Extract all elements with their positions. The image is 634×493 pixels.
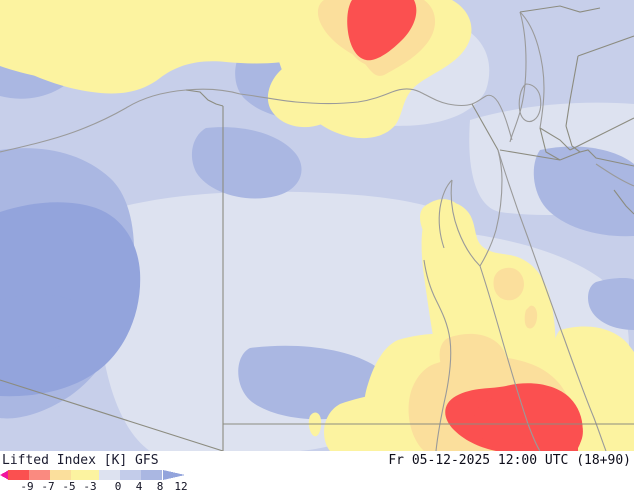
legend-swatch[interactable] [29, 470, 50, 480]
field-very-unstable-core-levant [347, 0, 417, 61]
weather-map[interactable] [0, 0, 634, 451]
legend-cap-low [0, 470, 9, 480]
border-saudi-iraq [571, 145, 634, 167]
legend-tick: 12 [174, 480, 188, 493]
legend-tick: 0 [114, 480, 122, 493]
legend-swatch[interactable] [50, 470, 71, 480]
field-moderate-yellow-levant-tail [267, 59, 346, 128]
legend-tick: -5 [62, 480, 76, 493]
field-stable-strong-h [588, 278, 634, 330]
field-unstable-spot-arabia-b [524, 305, 538, 329]
coastline-n-africa [0, 88, 241, 153]
coastline-red-sea-east [497, 149, 607, 451]
border-israel-jordan [539, 127, 571, 151]
border-saudi-interior-a [499, 149, 561, 161]
border-jordan-saudi [569, 117, 634, 151]
field-moderate-yellow-med2 [0, 40, 210, 82]
border-sinai-israel [471, 103, 499, 151]
river-nile [423, 259, 452, 451]
map-footer: Lifted Index [K] GFS -9 -7 -5 -3 0 4 8 12 Fr 05… [0, 451, 634, 493]
border-turkey-syria [519, 5, 601, 13]
forecast-timestamp: Fr 05-12-2025 12:00 UTC (18+90) [388, 453, 631, 468]
coastline-gulf-aqaba [479, 149, 503, 267]
coastline-egypt [239, 88, 473, 107]
legend-color-bar[interactable] [8, 470, 162, 480]
border-jordan-valley [519, 11, 545, 129]
political-borders-layer [0, 5, 634, 451]
feature-dead-sea [518, 83, 542, 123]
field-unstable-spot-arabia [493, 267, 524, 301]
field-most-stable-core-b [0, 294, 88, 352]
legend-title: Lifted Index [K] GFS [2, 453, 159, 468]
border-saudi-interior-c [559, 151, 581, 161]
border-syria-iraq [565, 55, 579, 127]
field-unstable-ring-south-b [439, 333, 507, 388]
legend-swatch[interactable] [99, 470, 120, 480]
border-libya-egypt-north [185, 89, 224, 107]
coastline-persian-gulf [595, 163, 634, 187]
coastlines-layer [0, 11, 634, 451]
field-very-unstable-core-south-b [474, 391, 583, 451]
legend-swatch[interactable] [71, 470, 99, 480]
legend-tick-labels: -9 -7 -5 -3 0 4 8 12 [0, 480, 230, 493]
legend-tick: 4 [135, 480, 143, 493]
legend-swatch[interactable] [8, 470, 29, 480]
field-stable-strong-c [191, 127, 302, 199]
legend-tick: 8 [156, 480, 164, 493]
coastline-sinai [450, 179, 481, 267]
map-canvas [0, 0, 634, 451]
coastline-levant [509, 11, 527, 143]
legend-cap-high [163, 470, 185, 480]
field-very-unstable-core-south-tail [519, 438, 560, 451]
border-iraq-north [577, 35, 634, 57]
border-saudi-kuwait [613, 189, 634, 215]
legend-tick: -7 [41, 480, 55, 493]
coastline-sinai-gulf [471, 94, 513, 141]
border-libya-chad [0, 379, 224, 451]
legend-swatch[interactable] [141, 470, 162, 480]
legend-tick: -9 [20, 480, 34, 493]
coastline-red-sea-west [479, 265, 541, 451]
border-jordan-iraq [565, 125, 573, 147]
field-stable-strong-d [533, 146, 634, 237]
coastline-gulf-suez [438, 179, 453, 249]
legend-swatch[interactable] [120, 470, 141, 480]
legend-tick: -3 [83, 480, 97, 493]
border-saudi-interior-b [539, 127, 561, 161]
